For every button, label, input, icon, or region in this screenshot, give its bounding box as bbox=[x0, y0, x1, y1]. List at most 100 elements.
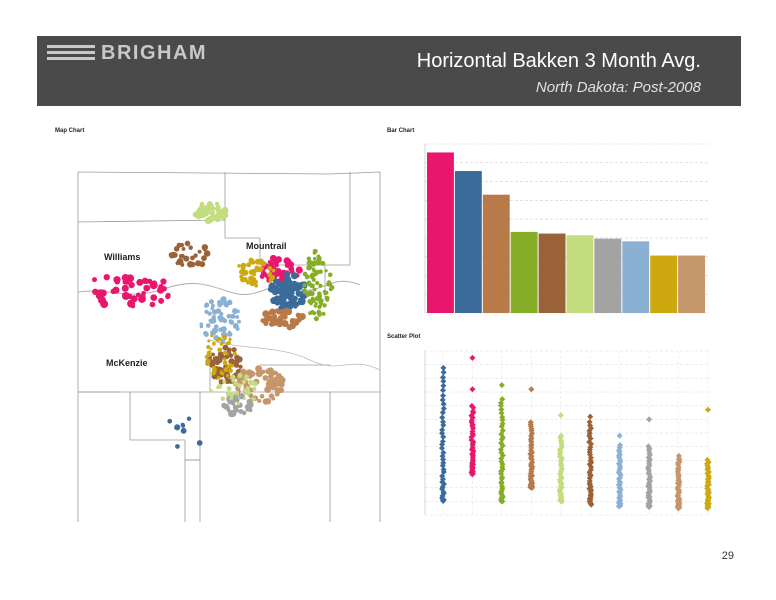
scatter-point bbox=[440, 466, 447, 473]
well-dot bbox=[201, 244, 209, 251]
well-dot bbox=[207, 311, 212, 316]
scatter-point bbox=[645, 454, 652, 461]
well-dot bbox=[221, 214, 226, 219]
well-dot bbox=[237, 264, 241, 268]
well-dot bbox=[304, 275, 309, 280]
well-dot bbox=[220, 296, 227, 303]
well-dot bbox=[212, 367, 217, 372]
logo-stripes-icon bbox=[47, 45, 95, 63]
well-dot bbox=[208, 318, 212, 323]
well-dot bbox=[268, 373, 274, 380]
well-dot bbox=[229, 363, 234, 368]
well-dot bbox=[208, 299, 215, 305]
well-dot bbox=[225, 373, 230, 378]
well-dot bbox=[238, 364, 243, 369]
well-dot bbox=[110, 288, 117, 295]
well-dot bbox=[291, 280, 298, 287]
well-dot bbox=[226, 364, 231, 369]
header-banner: BRIGHAM Horizontal Bakken 3 Month Avg. N… bbox=[37, 36, 741, 106]
well-dot bbox=[229, 396, 234, 401]
well-dot bbox=[234, 358, 241, 364]
bar-chart-bars bbox=[427, 152, 705, 313]
well-dot bbox=[273, 370, 279, 376]
well-dot bbox=[250, 259, 256, 265]
scatter-point bbox=[499, 414, 506, 421]
well-dot bbox=[275, 256, 282, 263]
scatter-point bbox=[615, 481, 622, 488]
well-dot bbox=[306, 260, 311, 265]
well-dot bbox=[237, 372, 243, 378]
well-dot bbox=[265, 368, 272, 375]
scatter-point bbox=[675, 464, 682, 471]
well-dot bbox=[188, 245, 193, 250]
scatter-point bbox=[498, 479, 505, 486]
well-dot bbox=[147, 278, 153, 285]
well-dot bbox=[271, 396, 276, 401]
well-dot bbox=[318, 269, 322, 273]
scatter-point bbox=[674, 480, 681, 487]
well-dot bbox=[235, 315, 240, 319]
well-dot bbox=[230, 313, 236, 319]
well-dot bbox=[222, 379, 227, 384]
scatter-outlier bbox=[587, 413, 594, 420]
scatter-point bbox=[587, 422, 594, 429]
well-dot bbox=[264, 386, 271, 393]
well-dot bbox=[310, 260, 315, 265]
well-dot bbox=[257, 398, 262, 404]
well-dot bbox=[262, 375, 269, 381]
well-dot bbox=[289, 322, 296, 330]
scatter-point bbox=[440, 382, 447, 389]
well-dot bbox=[312, 287, 317, 292]
well-dot bbox=[310, 273, 314, 278]
well-dot bbox=[270, 384, 277, 391]
well-dot bbox=[206, 358, 211, 363]
well-dot bbox=[324, 269, 328, 273]
well-dot bbox=[225, 391, 231, 397]
scatter-point bbox=[440, 405, 447, 412]
well-dot bbox=[232, 351, 237, 356]
scatter-outlier bbox=[498, 382, 505, 389]
scatter-point bbox=[705, 472, 712, 479]
well-dot bbox=[259, 394, 265, 399]
well-dot bbox=[228, 368, 233, 373]
well-dot bbox=[238, 409, 244, 414]
well-dot bbox=[201, 209, 208, 216]
well-dot bbox=[210, 317, 217, 324]
scatter-point bbox=[616, 474, 623, 481]
scatter-grid bbox=[424, 350, 710, 516]
well-dot bbox=[244, 404, 250, 410]
well-dot bbox=[217, 314, 223, 321]
scatter-point bbox=[705, 459, 712, 466]
well-dot bbox=[230, 374, 236, 380]
well-dot bbox=[274, 263, 279, 268]
well-dot bbox=[207, 339, 211, 343]
well-dot bbox=[211, 341, 216, 346]
well-dot bbox=[314, 301, 318, 305]
well-dot bbox=[311, 311, 317, 316]
well-dot bbox=[220, 326, 227, 333]
well-dot bbox=[314, 269, 320, 275]
scatter-outlier bbox=[646, 416, 653, 423]
scatter-outlier bbox=[528, 386, 535, 393]
well-dot bbox=[171, 252, 178, 258]
well-dot bbox=[231, 347, 237, 353]
well-dot bbox=[298, 285, 303, 290]
well-dot bbox=[143, 284, 151, 292]
scatter-plot-label: Scatter Plot bbox=[387, 334, 421, 340]
well-dot bbox=[274, 271, 281, 277]
scatter-point bbox=[529, 449, 536, 456]
scatter-point bbox=[439, 438, 446, 445]
scatter-point bbox=[440, 459, 447, 466]
scatter-point bbox=[645, 464, 652, 471]
well-dot bbox=[325, 295, 330, 301]
well-dot bbox=[158, 297, 165, 304]
well-dot bbox=[199, 322, 204, 327]
well-dot bbox=[285, 279, 291, 286]
well-dot bbox=[313, 256, 317, 261]
scatter-point bbox=[497, 399, 504, 406]
well-dot bbox=[262, 398, 269, 405]
scatter-point bbox=[558, 432, 565, 439]
well-dot bbox=[222, 318, 228, 324]
well-dot bbox=[302, 283, 307, 288]
well-dot bbox=[242, 276, 248, 283]
